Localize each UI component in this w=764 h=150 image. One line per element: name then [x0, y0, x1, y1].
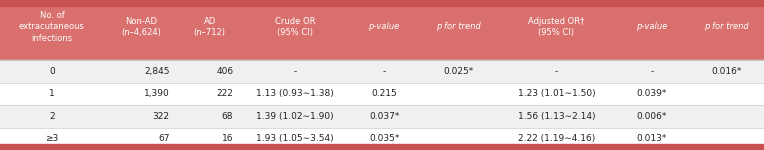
Text: p-value: p-value: [636, 22, 668, 32]
Text: ≥3: ≥3: [45, 134, 59, 143]
Text: 0: 0: [49, 67, 55, 76]
Text: p for trend: p for trend: [704, 22, 749, 32]
Text: 0.039*: 0.039*: [636, 89, 667, 98]
Text: 0.006*: 0.006*: [636, 112, 667, 121]
Text: -: -: [555, 67, 558, 76]
Bar: [0, 0, 764, 6]
Text: 16: 16: [222, 134, 233, 143]
Text: No. of
extracutaneous
infections: No. of extracutaneous infections: [19, 11, 85, 43]
Bar: [0, 105, 764, 128]
Text: 0.035*: 0.035*: [369, 134, 400, 143]
Text: 1.56 (1.13∼2.14): 1.56 (1.13∼2.14): [518, 112, 595, 121]
Text: 68: 68: [222, 112, 233, 121]
Text: 222: 222: [216, 89, 233, 98]
Text: 2,845: 2,845: [144, 67, 170, 76]
Text: 322: 322: [153, 112, 170, 121]
Text: 406: 406: [216, 67, 233, 76]
Text: 1.23 (1.01∼1.50): 1.23 (1.01∼1.50): [517, 89, 595, 98]
Text: 1.13 (0.93∼1.38): 1.13 (0.93∼1.38): [256, 89, 334, 98]
Text: -: -: [293, 67, 296, 76]
Text: Adjusted OR†
(95% CI): Adjusted OR† (95% CI): [528, 17, 584, 37]
Bar: [0, 82, 764, 105]
Text: AD
(n–712): AD (n–712): [194, 17, 225, 37]
Text: 0.215: 0.215: [371, 89, 397, 98]
Bar: [0, 128, 764, 150]
Text: -: -: [650, 67, 653, 76]
Text: 2: 2: [49, 112, 55, 121]
Text: 1,390: 1,390: [144, 89, 170, 98]
Bar: [0, 60, 764, 82]
Text: 0.025*: 0.025*: [444, 67, 474, 76]
Text: 0.037*: 0.037*: [369, 112, 400, 121]
Text: 1.93 (1.05∼3.54): 1.93 (1.05∼3.54): [256, 134, 334, 143]
Text: 2.22 (1.19∼4.16): 2.22 (1.19∼4.16): [518, 134, 595, 143]
Text: 0.016*: 0.016*: [711, 67, 742, 76]
Bar: [0, 6, 764, 60]
Text: 1.39 (1.02∼1.90): 1.39 (1.02∼1.90): [256, 112, 334, 121]
Text: -: -: [383, 67, 386, 76]
Text: Non-AD
(n–4,624): Non-AD (n–4,624): [121, 17, 161, 37]
Text: p-value: p-value: [368, 22, 400, 32]
Text: p for trend: p for trend: [436, 22, 481, 32]
Text: Crude OR
(95% CI): Crude OR (95% CI): [274, 17, 315, 37]
Text: 1: 1: [49, 89, 55, 98]
Bar: [0, 144, 764, 150]
Text: 0.013*: 0.013*: [636, 134, 667, 143]
Text: 67: 67: [158, 134, 170, 143]
